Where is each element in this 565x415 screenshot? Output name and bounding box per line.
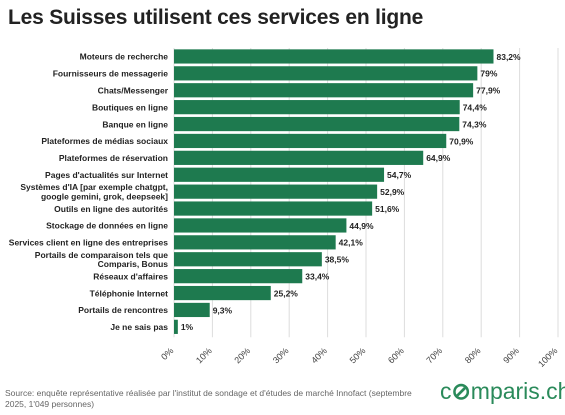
bar [174,150,424,165]
bar [174,235,336,250]
category-label: Téléphonie Internet [90,288,169,298]
bar [174,100,460,115]
category-label: Chats/Messenger [98,85,169,95]
category-label-line: Je ne sais pas [110,322,168,332]
value-label: 52,9% [380,187,405,197]
bar [174,302,210,318]
value-label: 51,6% [375,204,400,214]
value-label: 1% [181,322,194,332]
x-tick-label: 100% [536,346,559,369]
category-label: Portails de comparaison tels que Comparis… [35,250,168,269]
category-label: Je ne sais pas [110,322,168,332]
category-label-line: Portails de rencontres [78,305,168,315]
bar [174,167,385,182]
category-label: Systèmes d'IA [par exemple chatgpt, googl… [20,182,168,201]
x-tick-label: 70% [424,346,444,366]
bar [174,252,322,267]
category-label-line: Moteurs de recherche [80,52,169,62]
x-tick-label: 90% [501,346,521,366]
chart-title: Les Suisses utilisent ces services en li… [8,6,424,29]
value-labels: 83,2% 79% 77,9% 74,4% 74,3% 70,9% 64,9% 54,7% 52… [181,52,521,332]
category-label: Pages d'actualités sur Internet [45,170,168,180]
comparis-logo[interactable]: c⊘mparis.ch [440,378,565,405]
bar [174,319,178,334]
category-label-line: Pages d'actualités sur Internet [45,170,168,180]
category-label-line: Chats/Messenger [98,85,169,95]
category-label-line: Boutiques en ligne [92,102,168,112]
x-tick-label: 0% [159,346,175,362]
bar-chart: Moteurs de recherche Fournisseurs de mess… [9,48,559,369]
value-label: 74,4% [463,102,488,112]
category-label-line: Services client en ligne des entreprises [9,238,168,248]
logo-mark-icon: ⊘ [451,378,471,404]
category-label-line: Banque en ligne [102,119,168,129]
bar [174,285,271,301]
category-label: Fournisseurs de messagerie [53,69,169,79]
bar [174,83,474,98]
x-tick-label: 50% [348,346,368,366]
value-label: 25,2% [274,288,299,298]
value-label: 9,3% [213,305,233,315]
category-label-line: Outils en ligne des autorités [54,204,168,214]
category-label-line: Stockage de données en ligne [46,221,168,231]
logo-text-prefix: c [440,378,452,404]
bar [174,133,447,149]
bar [174,201,373,216]
x-axis-ticks: 0% 10% 20% 30% 40% 50% 60% 70% 80% 90% 100% [159,346,559,369]
category-label: Stockage de données en ligne [46,221,168,231]
value-label: 42,1% [339,238,364,248]
value-label: 64,9% [426,153,451,163]
category-label-line: Réseaux d'affaires [93,271,168,281]
bar [174,66,478,81]
bar [174,116,460,132]
x-tick-label: 30% [271,346,291,366]
x-tick-label: 80% [463,346,483,366]
category-labels: Moteurs de recherche Fournisseurs de mess… [9,52,169,332]
bar [174,218,347,233]
value-label: 77,9% [476,86,501,96]
category-label: Services client en ligne des entreprises [9,238,168,248]
category-label: Moteurs de recherche [80,52,169,62]
x-tick-label: 20% [232,346,252,366]
category-label: Outils en ligne des autorités [54,204,168,214]
category-label: Réseaux d'affaires [93,271,168,281]
category-label-line: Systèmes d'IA [par exemple chatgpt, [20,182,168,192]
value-label: 54,7% [387,170,412,180]
value-label: 38,5% [325,255,350,265]
category-label-line: Plateformes de réservation [59,153,168,163]
value-label: 70,9% [449,136,474,146]
category-label-line: Plateformes de médias sociaux [41,136,168,146]
category-label: Banque en ligne [102,119,168,129]
category-label: Portails de rencontres [78,305,168,315]
category-label: Plateformes de médias sociaux [41,136,168,146]
bars [174,49,494,334]
category-label: Plateformes de réservation [59,153,168,163]
value-label: 44,9% [349,221,374,231]
source-note: Source: enquête représentative réalisée … [5,388,412,409]
category-label-line: Comparis, Bonus [98,259,169,269]
x-tick-label: 10% [194,346,214,366]
logo-text-suffix: mparis.ch [470,378,565,404]
bar [174,49,494,64]
category-label: Boutiques en ligne [92,102,168,112]
value-label: 79% [480,69,497,79]
category-label-line: Fournisseurs de messagerie [53,69,169,79]
x-tick-label: 40% [309,346,329,366]
category-label-line: Portails de comparaison tels que [35,250,168,260]
bar [174,269,303,284]
bar [174,184,378,199]
category-label-line: Téléphonie Internet [90,288,169,298]
value-label: 33,4% [305,271,330,281]
value-label: 83,2% [496,52,521,62]
value-label: 74,3% [462,119,487,129]
x-tick-label: 60% [386,346,406,366]
category-label-line: google gemini, grok, deepseek] [41,192,168,202]
